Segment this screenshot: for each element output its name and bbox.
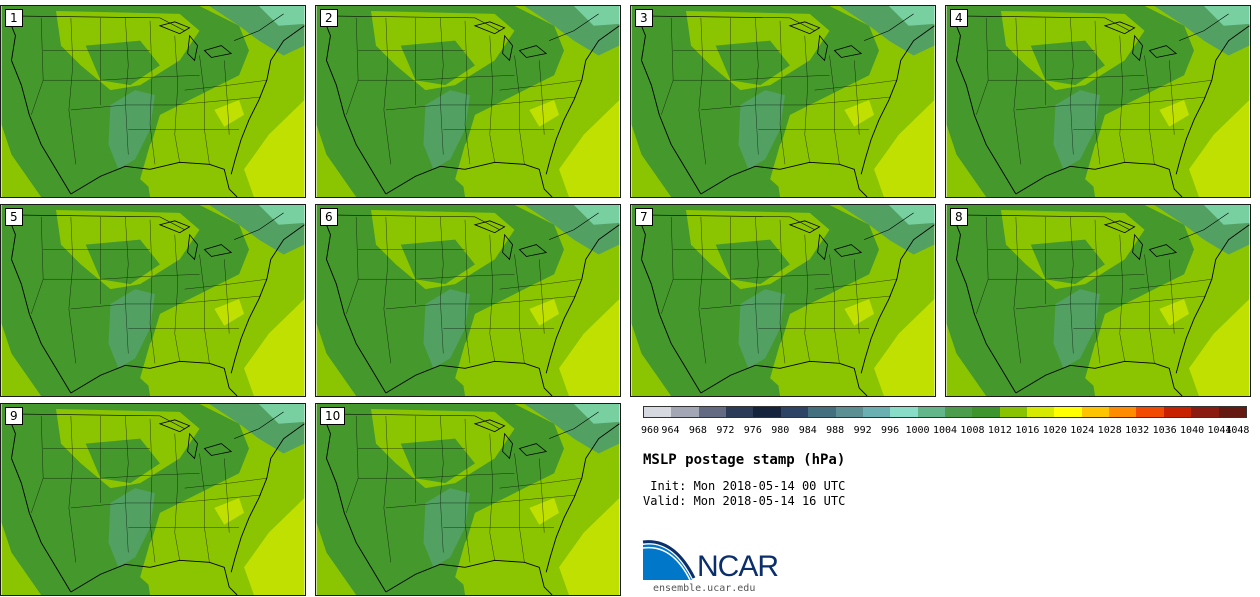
colorbar-tick-label: 968 xyxy=(688,425,707,436)
colorbar-swatch-17 xyxy=(1109,407,1137,417)
member-label-9: 9 xyxy=(5,407,23,425)
colorbar-swatch-15 xyxy=(1054,407,1082,417)
valid-time: Valid: Mon 2018-05-14 16 UTC xyxy=(643,494,846,508)
us-map-image xyxy=(1,205,305,396)
colorbar-tick-label: 984 xyxy=(798,425,817,436)
init-time: Init: Mon 2018-05-14 00 UTC xyxy=(643,479,846,493)
colorbar-swatch-16 xyxy=(1081,407,1110,417)
colorbar-tick-label: 1016 xyxy=(1015,425,1040,436)
colorbar-tick-label: 1028 xyxy=(1097,425,1122,436)
colorbar-tick-label: 1036 xyxy=(1152,425,1177,436)
ensemble-member-map-8: 8 xyxy=(945,204,1251,397)
colorbar-tick-label: 1012 xyxy=(987,425,1012,436)
colorbar-tick-label: 964 xyxy=(661,425,680,436)
ensemble-member-map-1: 1 xyxy=(0,5,306,198)
member-label-3: 3 xyxy=(635,9,653,27)
ensemble-member-map-3: 3 xyxy=(630,5,936,198)
member-label-10: 10 xyxy=(320,407,346,425)
ensemble-member-map-9: 9 xyxy=(0,403,306,596)
colorbar-swatch-11 xyxy=(944,407,973,417)
colorbar-tick-label: 1020 xyxy=(1042,425,1067,436)
colorbar-swatch-7 xyxy=(835,407,863,417)
us-map-image xyxy=(1,6,305,197)
us-map-image xyxy=(946,205,1250,396)
ensemble-member-map-2: 2 xyxy=(315,5,621,198)
colorbar-tick-label: 1032 xyxy=(1125,425,1150,436)
colorbar-tick-label: 1008 xyxy=(960,425,985,436)
us-map-image xyxy=(1,404,305,595)
colorbar-tick-label: 1024 xyxy=(1070,425,1095,436)
colorbar-swatch-9 xyxy=(890,407,918,417)
us-map-image xyxy=(316,205,620,396)
colorbar-tick-labels: 960 964 968 972 976 980 984 988 992 996 1000 1004 10… xyxy=(641,425,1250,439)
ensemble-member-map-7: 7 xyxy=(630,204,936,397)
member-label-7: 7 xyxy=(635,208,653,226)
chart-title: MSLP postage stamp (hPa) xyxy=(643,452,846,468)
member-label-1: 1 xyxy=(5,9,23,27)
colorbar-swatch-14 xyxy=(1027,407,1055,417)
colorbar-swatch-19 xyxy=(1163,407,1192,417)
member-label-8: 8 xyxy=(950,208,968,226)
us-map-image xyxy=(631,205,935,396)
colorbar-swatch-18 xyxy=(1136,407,1164,417)
colorbar-swatch-4 xyxy=(753,407,781,417)
colorbar-swatch-13 xyxy=(999,407,1028,417)
colorbar-swatch-6 xyxy=(808,407,836,417)
colorbar-swatch-8 xyxy=(862,407,891,417)
ensemble-member-map-4: 4 xyxy=(945,5,1251,198)
colorbar-tick-label: 992 xyxy=(853,425,872,436)
colorbar-swatch-2 xyxy=(698,407,727,417)
colorbar-swatch-10 xyxy=(917,407,945,417)
colorbar-swatch-0 xyxy=(644,407,672,417)
member-label-2: 2 xyxy=(320,9,338,27)
member-label-5: 5 xyxy=(5,208,23,226)
us-map-image xyxy=(316,404,620,595)
ensemble-member-map-10: 10 xyxy=(315,403,621,596)
ensemble-url[interactable]: ensemble.ucar.edu xyxy=(653,583,756,594)
colorbar-swatch-21 xyxy=(1218,407,1246,417)
colorbar-tick-label: 980 xyxy=(771,425,790,436)
us-map-image xyxy=(946,6,1250,197)
colorbar-swatch-12 xyxy=(972,407,1000,417)
ensemble-member-map-5: 5 xyxy=(0,204,306,397)
colorbar-swatch-1 xyxy=(671,407,699,417)
colorbar-swatch-3 xyxy=(726,407,754,417)
member-label-4: 4 xyxy=(950,9,968,27)
ncar-logo-icon xyxy=(642,540,696,581)
colorbar-tick-label: 1044 xyxy=(1207,425,1232,436)
colorbar-swatch-5 xyxy=(780,407,809,417)
colorbar-tick-label: 960 xyxy=(641,425,660,436)
colorbar-tick-label: 1048 xyxy=(1225,425,1250,436)
colorbar-tick-label: 996 xyxy=(881,425,900,436)
colorbar-tick-label: 1004 xyxy=(932,425,958,436)
colorbar-tick-label: 1000 xyxy=(905,425,930,436)
us-map-image xyxy=(316,6,620,197)
colorbar-swatch-20 xyxy=(1191,407,1219,417)
colorbar-tick-label: 988 xyxy=(826,425,845,436)
colorbar-tick-label: 972 xyxy=(716,425,735,436)
colorbar-tick-label: 1040 xyxy=(1180,425,1205,436)
us-map-image xyxy=(631,6,935,197)
pressure-colorbar xyxy=(643,406,1247,418)
colorbar-tick-label: 976 xyxy=(743,425,762,436)
ensemble-member-map-6: 6 xyxy=(315,204,621,397)
ncar-logo-text: NCAR xyxy=(697,550,779,583)
member-label-6: 6 xyxy=(320,208,338,226)
